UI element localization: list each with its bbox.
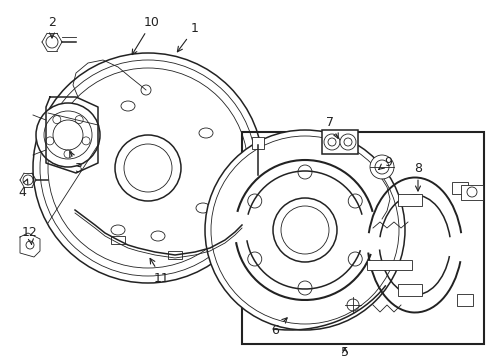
Bar: [398, 194, 422, 206]
Circle shape: [205, 130, 405, 330]
Bar: [457, 294, 473, 306]
Circle shape: [141, 85, 151, 95]
Circle shape: [340, 134, 356, 150]
Bar: [242, 132, 484, 344]
Bar: [367, 260, 412, 270]
Text: 2: 2: [48, 15, 56, 38]
Text: 10: 10: [132, 15, 160, 55]
Bar: [322, 130, 358, 154]
Text: 4: 4: [18, 179, 28, 198]
Bar: [168, 251, 182, 259]
Circle shape: [324, 134, 340, 150]
Text: 5: 5: [341, 346, 349, 359]
Text: 11: 11: [150, 258, 170, 284]
Text: 3: 3: [70, 152, 82, 175]
Text: 12: 12: [22, 225, 38, 244]
Bar: [111, 236, 125, 244]
Circle shape: [36, 103, 100, 167]
Text: 7: 7: [326, 116, 338, 138]
Text: 8: 8: [414, 162, 422, 191]
Bar: [461, 185, 483, 200]
Text: 1: 1: [177, 22, 199, 52]
Bar: [452, 182, 468, 194]
Bar: [252, 137, 264, 149]
Circle shape: [370, 155, 394, 179]
Text: 9: 9: [379, 156, 392, 169]
Text: 6: 6: [271, 318, 287, 337]
Bar: [398, 284, 422, 296]
